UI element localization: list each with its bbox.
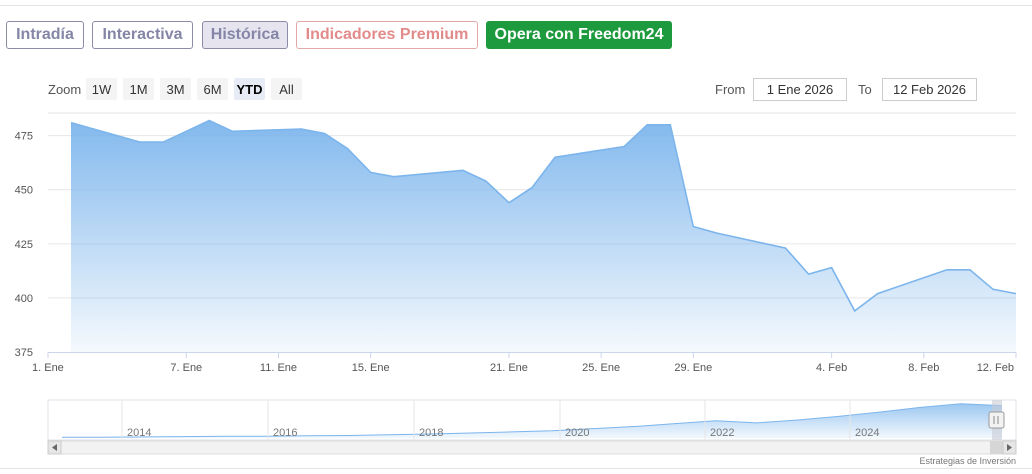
zoom-3m-button[interactable]: 3M [160,78,191,100]
credit-text: Estrategias de Inversión [919,456,1016,466]
y-tick-label: 425 [15,239,33,251]
top-divider [0,5,1032,6]
y-tick-label: 475 [15,131,33,143]
x-tick-label: 7. Ene [170,362,202,374]
x-tick-label: 12. Feb [977,362,1014,374]
zoom-1w-button[interactable]: 1W [86,78,117,100]
opera-freedom24-button[interactable]: Opera con Freedom24 [486,21,672,49]
zoom-label: Zoom [48,82,82,97]
navigator-handle[interactable] [988,411,1005,429]
y-tick-label: 450 [15,185,33,197]
x-tick-label: 1. Ene [32,362,64,374]
x-tick-labels: 1. Ene 7. Ene 11. Ene 15. Ene 21. Ene 25. Ene… [32,352,1017,374]
from-date-input[interactable]: 1 Ene 2026 [753,78,847,101]
scroll-right-button[interactable] [1002,440,1017,455]
to-label: To [858,82,872,97]
zoom-6m-button[interactable]: 6M [197,78,228,100]
x-tick-label: 8. Feb [908,362,939,374]
x-tick-label: 29. Ene [674,362,712,374]
tab-historica[interactable]: Histórica [202,21,288,49]
navigator-year-label: 2022 [710,427,734,439]
x-tick-label: 25. Ene [582,362,620,374]
navigator-series [62,403,1003,438]
navigator-year-label: 2020 [565,427,589,439]
scroll-left-button[interactable] [47,440,62,455]
navigator-year-label: 2016 [273,427,297,439]
price-line [70,119,1017,313]
bottom-divider [0,468,1032,469]
x-tick-label: 11. Ene [260,362,297,374]
scrollbar-thumb[interactable] [990,441,1003,454]
navigator-year-labels: 2014 2016 2018 2020 2022 2024 [121,400,879,440]
navigator-line [62,403,1003,438]
x-tick-label: 21. Ene [490,362,528,374]
y-tick-label: 400 [15,293,33,305]
zoom-ytd-button[interactable]: YTD [234,78,265,100]
y-gridlines [48,135,1016,299]
scrollbar-track[interactable] [47,440,1017,455]
navigator-year-label: 2018 [419,427,443,439]
x-tick-label: 4. Feb [816,362,847,374]
zoom-all-button[interactable]: All [271,78,302,100]
navigator-selected-window[interactable] [992,400,1002,440]
y-tick-labels: 375 400 425 450 475 [15,131,33,359]
navigator-frame [47,399,1017,441]
price-area-fill [71,120,1016,352]
x-tick-label: 15. Ene [352,362,390,374]
chevron-right-icon [1007,444,1012,451]
tab-intradia[interactable]: Intradía [6,21,84,49]
price-area-series [70,119,1017,352]
chevron-left-icon [52,444,57,451]
navigator-year-label: 2014 [127,427,151,439]
tab-indicadores-premium[interactable]: Indicadores Premium [296,21,478,49]
to-date-input[interactable]: 12 Feb 2026 [882,78,977,101]
navigator-year-label: 2024 [855,427,879,439]
tab-interactiva[interactable]: Interactiva [92,21,193,49]
from-label: From [715,82,746,97]
zoom-1m-button[interactable]: 1M [123,78,154,100]
navigator-area-fill [62,403,1002,438]
y-tick-label: 375 [15,347,33,359]
